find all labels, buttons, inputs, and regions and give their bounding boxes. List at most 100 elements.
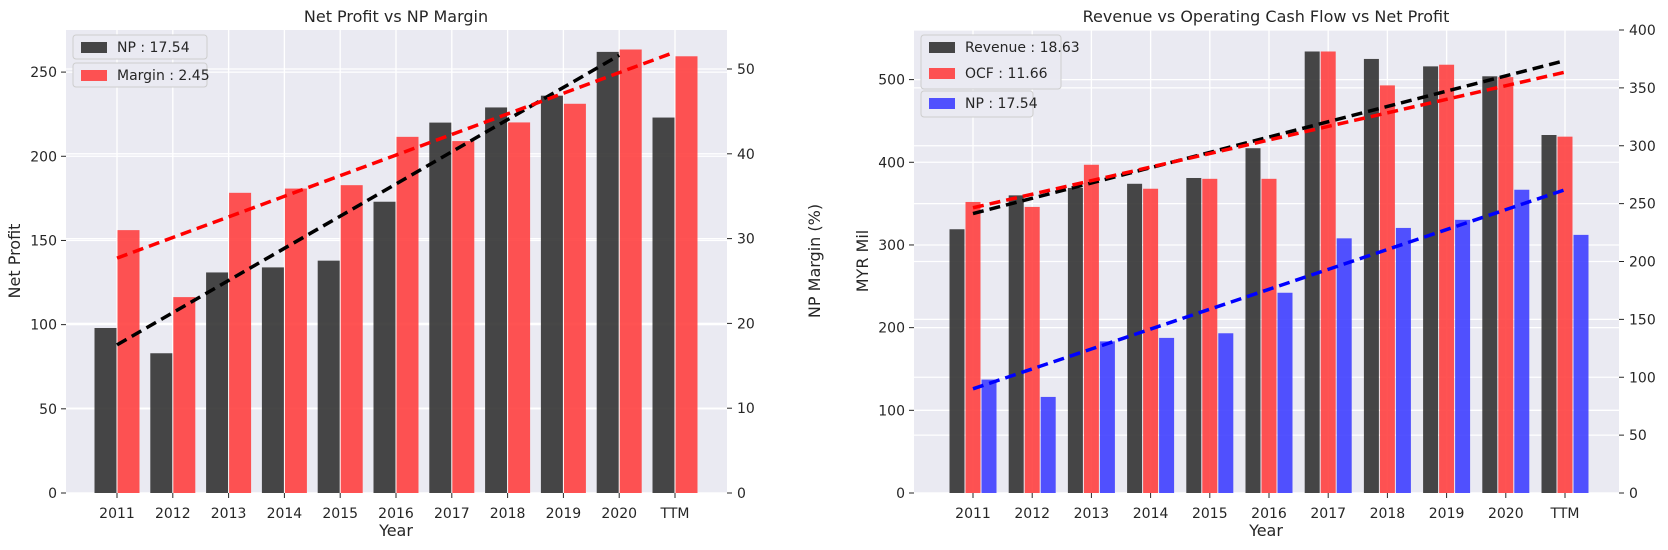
y-tick-label: 150 xyxy=(30,233,57,249)
x-tick-label: 2016 xyxy=(378,506,414,522)
bar-blue-2013 xyxy=(1099,341,1115,493)
bar-blue-2015 xyxy=(1218,333,1234,493)
bar-black-2016 xyxy=(1245,148,1261,494)
bar-black-2018 xyxy=(485,107,508,494)
legend-label: Margin : 2.45 xyxy=(117,68,210,84)
bar-red-2014 xyxy=(1143,188,1159,493)
y-tick-label: 0 xyxy=(896,486,905,502)
bar-blue-2017 xyxy=(1336,238,1352,493)
y-tick-label: 400 xyxy=(878,155,905,171)
x-tick-label: 2018 xyxy=(1370,506,1406,522)
x-tick-label: 2016 xyxy=(1251,506,1287,522)
y2-tick-label: 40 xyxy=(737,147,755,163)
bar-red-TTM xyxy=(675,56,698,494)
chart1-right-axis-ticks: 0 10 20 30 40 50 xyxy=(727,62,755,502)
bar-blue-2014 xyxy=(1159,337,1175,493)
bar-black-2017 xyxy=(1304,51,1320,493)
net-profit-vs-margin-chart: 0 50 100 150 200 250 0 10 20 30 40 50 2011 2012 2013… xyxy=(5,7,824,540)
legend-label: Revenue : 18.63 xyxy=(965,40,1080,56)
bar-red-2013 xyxy=(229,192,252,494)
y2-tick-label: 50 xyxy=(1629,428,1647,444)
bar-blue-2019 xyxy=(1455,219,1471,493)
bar-red-2020 xyxy=(1498,77,1514,494)
y2-tick-label: 250 xyxy=(1629,197,1656,213)
x-tick-label: 2013 xyxy=(211,506,247,522)
y-tick-label: 100 xyxy=(878,403,905,419)
bar-red-2019 xyxy=(1439,64,1455,493)
x-tick-label: 2018 xyxy=(490,506,526,522)
chart2-right-axis-ticks: 0 50 100 150 200 250 300 350 400 xyxy=(1619,23,1656,502)
bar-black-2013 xyxy=(206,272,229,493)
bar-red-2012 xyxy=(173,297,196,493)
chart2-legend: Revenue : 18.63 OCF : 11.66 NP : 17.54 xyxy=(920,34,1080,118)
x-tick-label: TTM xyxy=(1550,506,1580,522)
bar-black-2012 xyxy=(150,353,173,493)
y2-tick-label: 200 xyxy=(1629,255,1656,271)
chart1-bars xyxy=(94,49,698,494)
y2-tick-label: 20 xyxy=(737,316,755,332)
y2-tick-label: 300 xyxy=(1629,139,1656,155)
x-tick-label: 2015 xyxy=(1192,506,1228,522)
bar-black-2011 xyxy=(94,328,117,493)
trend-line-blue xyxy=(972,188,1566,391)
chart2-title: Revenue vs Operating Cash Flow vs Net Pr… xyxy=(1083,7,1450,26)
y2-tick-label: 150 xyxy=(1629,312,1656,328)
x-tick-label: 2019 xyxy=(546,506,582,522)
x-tick-label: 2014 xyxy=(1133,506,1169,522)
bar-black-2014 xyxy=(1127,183,1143,493)
y-tick-label: 100 xyxy=(30,318,57,334)
legend-swatch xyxy=(929,98,955,109)
legend-label: OCF : 11.66 xyxy=(965,66,1048,82)
bar-red-2011 xyxy=(965,201,981,493)
y2-tick-label: 10 xyxy=(737,401,755,417)
bar-blue-2016 xyxy=(1277,292,1293,493)
bar-black-2018 xyxy=(1363,58,1379,493)
legend-swatch xyxy=(929,68,955,79)
bar-red-2019 xyxy=(563,103,586,494)
legend-label: NP : 17.54 xyxy=(117,40,190,56)
bar-black-2013 xyxy=(1067,187,1083,493)
y2-tick-label: 50 xyxy=(737,62,755,78)
chart1-x-axis-ticks: 2011 2012 2013 2014 2015 2016 2017 2018 2019 2020… xyxy=(99,493,689,522)
x-tick-label: 2015 xyxy=(322,506,358,522)
chart1-y-axis-label: Net Profit xyxy=(5,224,24,299)
legend-swatch xyxy=(929,42,955,53)
bar-red-2020 xyxy=(619,49,642,493)
trend-line-red xyxy=(116,50,676,260)
bar-red-2014 xyxy=(284,188,307,494)
bar-black-2012 xyxy=(1008,195,1024,493)
bar-red-2016 xyxy=(396,136,419,493)
chart1-title: Net Profit vs NP Margin xyxy=(304,7,488,26)
bar-black-2015 xyxy=(317,260,340,493)
bar-blue-2012 xyxy=(1040,396,1056,493)
x-tick-label: 2013 xyxy=(1074,506,1110,522)
bar-blue-TTM xyxy=(1573,234,1589,493)
y-tick-label: 300 xyxy=(878,238,905,254)
x-tick-label: 2014 xyxy=(267,506,303,522)
bar-red-2011 xyxy=(117,230,140,493)
bar-red-2018 xyxy=(1379,85,1395,493)
bar-blue-2011 xyxy=(981,379,997,493)
y2-tick-label: 350 xyxy=(1629,81,1656,97)
bar-black-2019 xyxy=(540,95,563,494)
legend-label: NP : 17.54 xyxy=(965,96,1038,112)
y2-tick-label: 100 xyxy=(1629,370,1656,386)
x-tick-label: 2011 xyxy=(955,506,991,522)
bar-blue-2018 xyxy=(1395,227,1411,493)
legend-swatch xyxy=(81,42,107,53)
chart2-x-axis-ticks: 2011 2012 2013 2014 2015 2016 2017 2018 2019 2020… xyxy=(955,493,1579,522)
legend-box xyxy=(920,90,1034,118)
x-tick-label: 2011 xyxy=(99,506,135,522)
y-tick-label: 200 xyxy=(30,149,57,165)
legend-swatch xyxy=(81,70,107,81)
bar-red-2012 xyxy=(1024,206,1040,494)
bar-red-2017 xyxy=(452,141,475,494)
y2-tick-label: 400 xyxy=(1629,23,1656,39)
bar-black-2020 xyxy=(596,51,619,494)
chart2-bars xyxy=(949,51,1589,494)
chart1-x-axis-label: Year xyxy=(378,521,413,540)
x-tick-label: 2020 xyxy=(1488,506,1524,522)
bar-black-2015 xyxy=(1186,177,1202,494)
y2-tick-label: 30 xyxy=(737,232,755,248)
